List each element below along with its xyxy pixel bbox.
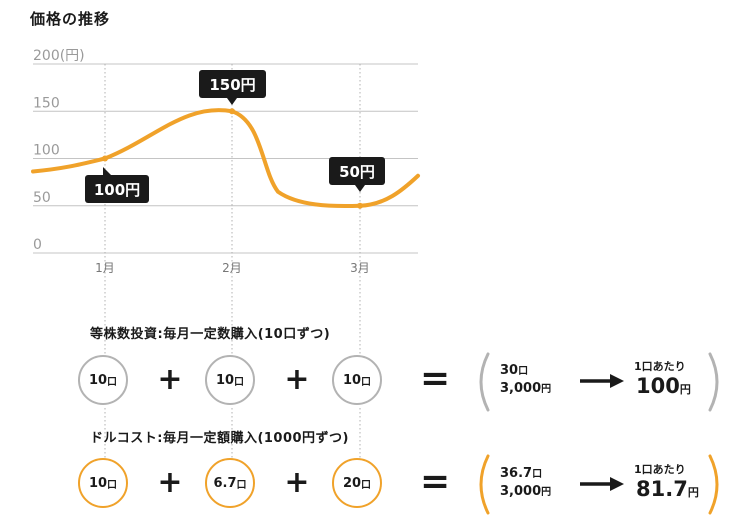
plus-sign: + bbox=[157, 362, 183, 397]
price-callout-pointer bbox=[227, 98, 237, 105]
y-tick-label: 50 bbox=[33, 190, 51, 206]
dca-month1-unit: 口 bbox=[107, 479, 118, 491]
plus-sign: + bbox=[284, 465, 310, 500]
dca-month2-units: 6.7 bbox=[213, 475, 237, 491]
x-tick-label: 1月 bbox=[95, 261, 115, 275]
dca-total: 36.7口 3,000円 bbox=[500, 465, 551, 501]
equal-month2-unit: 口 bbox=[234, 376, 245, 388]
bracket-left bbox=[479, 352, 490, 412]
dca-total-cost-unit: 円 bbox=[541, 487, 552, 498]
x-tick-label: 2月 bbox=[222, 261, 242, 275]
x-tick-label: 3月 bbox=[350, 261, 370, 275]
bracket-right bbox=[708, 454, 719, 515]
dca-month3-unit: 口 bbox=[361, 479, 372, 491]
equal-month2-circle: 10 口 bbox=[205, 355, 255, 405]
data-point bbox=[357, 202, 363, 209]
equal-total-cost: 3,000 bbox=[500, 381, 542, 396]
equal-total-units-unit: 口 bbox=[518, 366, 529, 377]
equal-month1-circle: 10 口 bbox=[78, 355, 128, 405]
bracket-right bbox=[708, 352, 719, 412]
dca-per-unit-value: 81.7円 bbox=[636, 477, 699, 501]
equal-total-units: 30 bbox=[500, 363, 519, 378]
equal-per-unit-value: 100円 bbox=[636, 374, 691, 398]
equal-month3-unit: 口 bbox=[361, 376, 372, 388]
plus-sign: + bbox=[157, 465, 183, 500]
arrow-right-icon bbox=[610, 374, 624, 388]
equals-sign: = bbox=[420, 358, 451, 399]
price-callout-box bbox=[199, 70, 266, 98]
data-point bbox=[229, 108, 235, 115]
price-callout-pointer bbox=[103, 167, 111, 175]
equal-month2-units: 10 bbox=[215, 372, 235, 388]
equal-month1-units: 10 bbox=[88, 372, 108, 388]
equal-month3-units: 10 bbox=[342, 372, 362, 388]
equal-month3-circle: 10 口 bbox=[332, 355, 382, 405]
y-tick-label: 0 bbox=[33, 237, 42, 253]
equal-per-unit-label: 1口あたり bbox=[634, 360, 686, 373]
dca-month3-circle: 20 口 bbox=[332, 458, 382, 508]
equal-per-unit-yen: 円 bbox=[679, 383, 691, 396]
dca-per-unit-label: 1口あたり bbox=[634, 463, 686, 476]
bracket-left bbox=[479, 454, 490, 515]
dca-total-units: 36.7 bbox=[500, 466, 533, 481]
dca-per-unit-number: 81.7 bbox=[636, 477, 688, 501]
dca-month2-circle: 6.7 口 bbox=[205, 458, 255, 508]
price-callout-box bbox=[85, 175, 149, 203]
y-axis-label: 200(円) bbox=[33, 48, 85, 64]
price-callout-box bbox=[329, 157, 385, 185]
equal-total: 30口 3,000円 bbox=[500, 362, 551, 398]
dollar-cost-label: ドルコスト:毎月一定額購入(1000円ずつ) bbox=[90, 431, 350, 446]
chart-title: 価格の推移 bbox=[30, 10, 111, 28]
equal-month1-unit: 口 bbox=[107, 376, 118, 388]
equal-total-cost-unit: 円 bbox=[541, 384, 552, 395]
price-callout-label: 50円 bbox=[339, 163, 375, 181]
price-callout-pointer bbox=[355, 185, 365, 192]
arrow-right-icon bbox=[610, 477, 624, 491]
dca-month2-unit: 口 bbox=[236, 479, 247, 491]
dca-total-units-unit: 口 bbox=[532, 469, 543, 480]
plus-sign: + bbox=[284, 362, 310, 397]
dca-per-unit-yen: 円 bbox=[687, 486, 699, 499]
price-callout-label: 150円 bbox=[209, 76, 255, 94]
equals-sign: = bbox=[420, 461, 451, 502]
y-tick-label: 150 bbox=[33, 95, 60, 111]
equal-per-unit-number: 100 bbox=[636, 374, 680, 398]
y-tick-label: 100 bbox=[33, 143, 60, 159]
dca-total-cost: 3,000 bbox=[500, 484, 542, 499]
data-point bbox=[102, 155, 108, 162]
dca-month1-circle: 10 口 bbox=[78, 458, 128, 508]
dca-month3-units: 20 bbox=[342, 475, 362, 491]
price-callout-label: 100円 bbox=[94, 181, 140, 199]
equal-shares-label: 等株数投資:毎月一定数購入(10口ずつ) bbox=[90, 327, 331, 342]
dca-month1-units: 10 bbox=[88, 475, 108, 491]
